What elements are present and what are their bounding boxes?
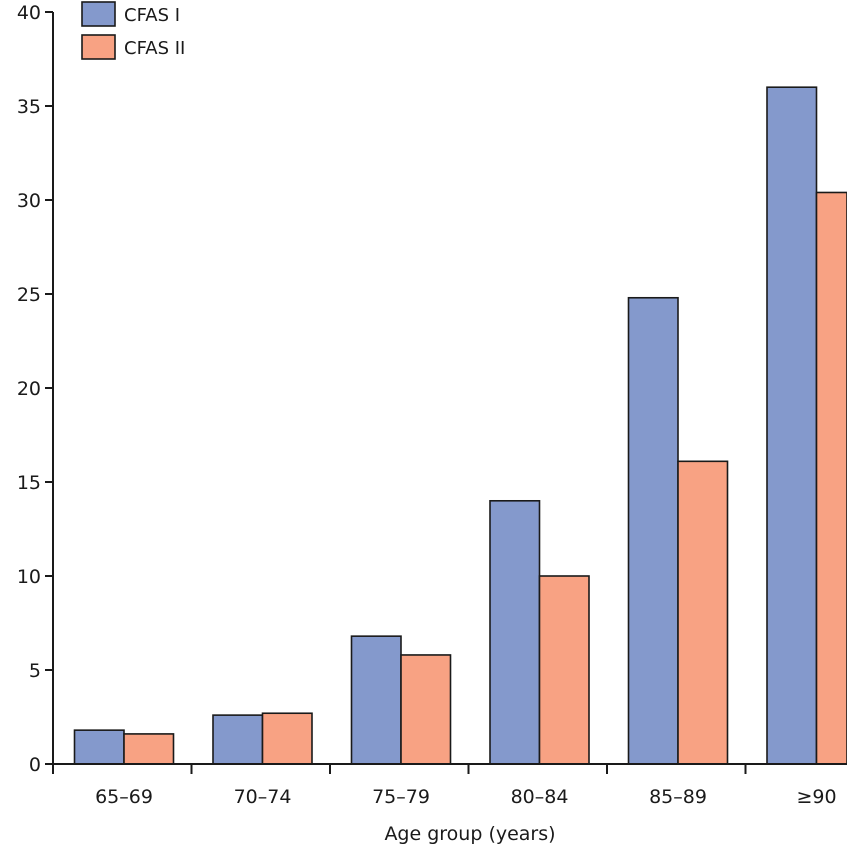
bar-cfas-i-4	[627, 296, 679, 765]
legend-swatch	[81, 1, 116, 27]
y-tick-label: 35	[17, 96, 41, 118]
y-axis-ticks: 0 5 10 15 20 25 30 35 40	[17, 2, 53, 776]
bar-cfas-ii-1	[261, 712, 313, 765]
bar-cfas-ii-4	[677, 460, 729, 765]
y-tick-label: 15	[17, 472, 41, 494]
x-tick-label: 75–79	[372, 786, 430, 808]
bar-cfas-ii-2	[400, 654, 452, 765]
legend-label: CFAS I	[124, 5, 180, 26]
x-axis-title: Age group (years)	[384, 823, 555, 845]
x-tick-label: 80–84	[511, 786, 569, 808]
y-tick-label: 10	[17, 566, 41, 588]
y-tick-label: 25	[17, 284, 41, 306]
bar-cfas-ii-0	[123, 733, 175, 765]
y-tick-label: 30	[17, 190, 41, 212]
bars	[73, 86, 847, 765]
x-tick-label: ≥90	[796, 786, 836, 808]
x-tick-label: 85–89	[649, 786, 707, 808]
legend: CFAS I CFAS II	[81, 1, 185, 60]
x-tick-label: 70–74	[234, 786, 292, 808]
y-tick-label: 40	[17, 2, 41, 24]
bar-cfas-ii-3	[538, 575, 590, 765]
x-tick-label: 65–69	[95, 786, 153, 808]
bar-cfas-i-5	[766, 86, 818, 765]
y-tick-label: 20	[17, 378, 41, 400]
bar-cfas-i-1	[212, 714, 264, 765]
bar-cfas-i-2	[350, 635, 402, 765]
bar-cfas-i-0	[73, 729, 125, 765]
bar-cfas-ii-5	[815, 191, 847, 765]
bar-cfas-i-3	[489, 499, 541, 765]
y-tick-label: 0	[29, 754, 41, 776]
legend-swatch	[81, 34, 116, 60]
legend-label: CFAS II	[124, 38, 185, 59]
y-tick-label: 5	[29, 660, 41, 682]
x-axis-ticks: 65–69 70–74 75–79 80–84 85–89 ≥90	[52, 764, 837, 808]
